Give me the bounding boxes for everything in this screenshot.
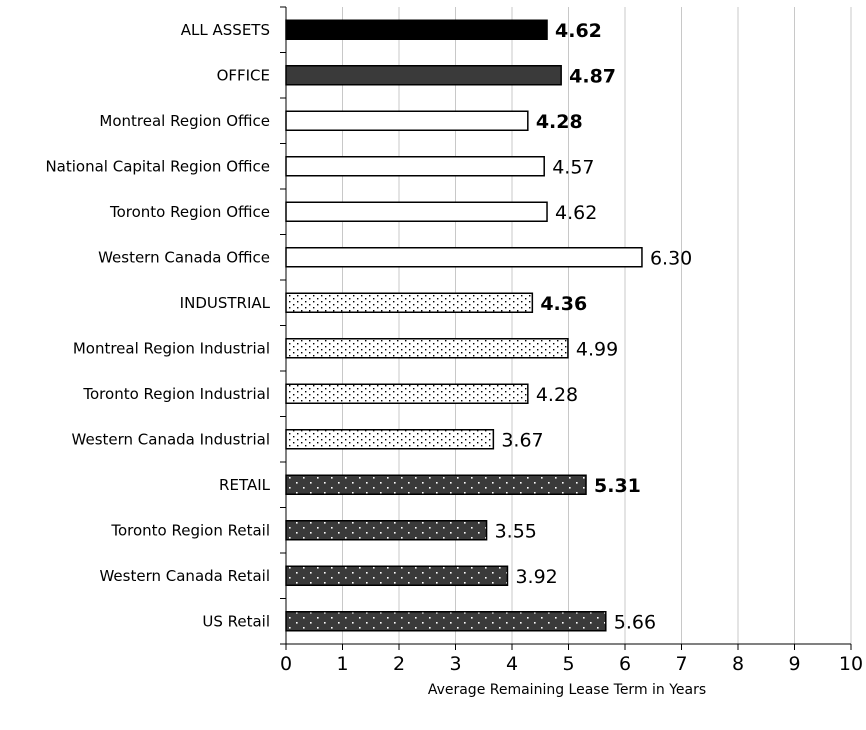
x-tick-label: 6 xyxy=(619,653,631,675)
bar xyxy=(285,292,534,313)
category-label: Montreal Region Industrial xyxy=(73,339,270,357)
value-label: 3.55 xyxy=(495,520,537,542)
bar xyxy=(285,520,488,541)
value-label: 4.36 xyxy=(540,293,587,315)
value-label: 4.28 xyxy=(536,384,578,406)
category-label: National Capital Region Office xyxy=(45,157,270,175)
x-tick-label: 1 xyxy=(336,653,348,675)
x-tick-label: 3 xyxy=(449,653,461,675)
x-axis-title: Average Remaining Lease Term in Years xyxy=(428,682,706,698)
category-label: Toronto Region Retail xyxy=(110,521,270,539)
bar xyxy=(285,110,529,131)
value-label: 4.87 xyxy=(569,65,616,87)
value-label: 4.28 xyxy=(536,111,583,133)
axes xyxy=(280,6,852,650)
value-label: 5.66 xyxy=(614,611,656,633)
bar xyxy=(285,611,607,632)
x-tick-label: 10 xyxy=(839,653,863,675)
category-label: INDUSTRIAL xyxy=(180,294,271,312)
bar xyxy=(285,429,495,450)
x-tick-label: 2 xyxy=(393,653,405,675)
category-label: RETAIL xyxy=(219,476,271,494)
category-label: Western Canada Retail xyxy=(99,567,270,585)
bar xyxy=(285,383,529,404)
gridlines xyxy=(342,7,852,644)
x-tick-label: 9 xyxy=(788,653,800,675)
category-label: Western Canada Industrial xyxy=(72,430,270,448)
x-tick-label: 7 xyxy=(675,653,687,675)
value-label: 4.62 xyxy=(555,20,602,42)
category-labels: ALL ASSETS OFFICE Montreal Region Office Na… xyxy=(45,21,270,631)
x-tick-label: 4 xyxy=(506,653,518,675)
value-label: 4.62 xyxy=(555,202,597,224)
category-label: US Retail xyxy=(202,612,270,630)
bar xyxy=(285,65,562,86)
value-label: 6.30 xyxy=(650,247,692,269)
bar xyxy=(285,201,548,222)
category-label: Toronto Region Industrial xyxy=(82,385,270,403)
x-tick-label: 0 xyxy=(280,653,292,675)
bar xyxy=(285,565,509,586)
bar xyxy=(285,474,587,495)
value-label: 4.57 xyxy=(552,156,594,178)
value-label: 3.92 xyxy=(515,566,557,588)
category-label: Montreal Region Office xyxy=(99,112,270,130)
bar xyxy=(285,156,545,177)
x-tick-label: 8 xyxy=(732,653,744,675)
value-label: 5.31 xyxy=(594,475,641,497)
value-label: 3.67 xyxy=(501,429,543,451)
category-label: Toronto Region Office xyxy=(109,203,270,221)
x-tick-label: 5 xyxy=(562,653,574,675)
x-tick-labels: 0 1 2 3 4 5 6 7 8 9 10 xyxy=(280,653,863,675)
category-label: Western Canada Office xyxy=(98,248,270,266)
value-labels: 4.62 4.87 4.28 4.57 4.62 6.30 4.36 4.99 4.28 3.67… xyxy=(495,20,693,634)
category-label: ALL ASSETS xyxy=(181,21,270,39)
bar xyxy=(285,247,643,268)
bar xyxy=(285,19,548,40)
category-label: OFFICE xyxy=(217,66,270,84)
bars xyxy=(285,19,643,632)
bar xyxy=(285,338,569,359)
value-label: 4.99 xyxy=(576,338,618,360)
